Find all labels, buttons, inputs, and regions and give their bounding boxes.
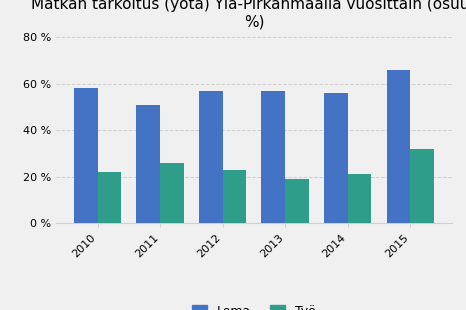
Bar	[223, 170, 247, 223]
Title: Matkan tarkoitus (yötä) Ylä-Pirkanmaalla vuosittain (osuus
%): Matkan tarkoitus (yötä) Ylä-Pirkanmaalla…	[31, 0, 466, 29]
Bar	[137, 105, 160, 223]
Bar	[261, 91, 285, 223]
Bar	[386, 70, 410, 223]
Legend: Loma, Työ: Loma, Työ	[187, 300, 321, 310]
Bar	[98, 172, 122, 223]
Bar	[285, 179, 309, 223]
Bar	[74, 88, 98, 223]
Bar	[324, 93, 348, 223]
Bar	[410, 149, 434, 223]
Bar	[160, 163, 184, 223]
Bar	[199, 91, 223, 223]
Bar	[348, 174, 371, 223]
